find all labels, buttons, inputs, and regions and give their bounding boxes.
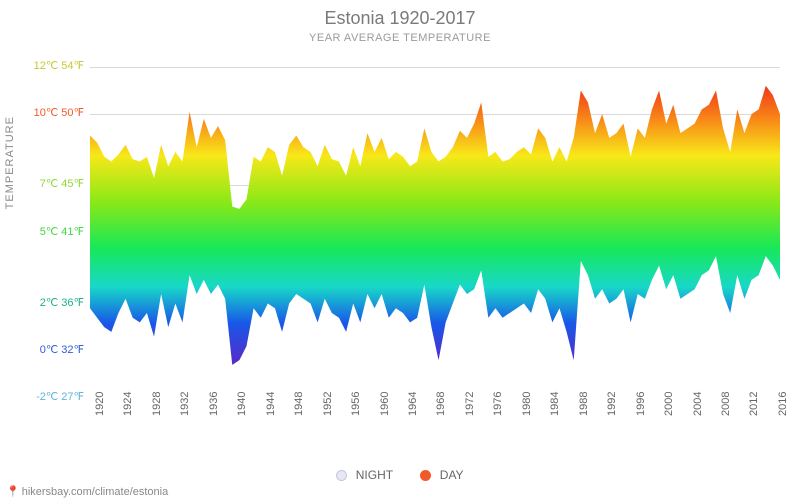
x-tick: 1952 (322, 392, 334, 416)
x-tick: 1964 (407, 392, 419, 416)
y-tick: 12℃ 54℉ (0, 61, 88, 72)
x-tick: 1924 (122, 392, 134, 416)
y-tick: 7℃ 45℉ (0, 179, 88, 190)
x-tick: 1920 (94, 392, 106, 416)
x-tick: 1936 (208, 392, 220, 416)
legend-label-night: NIGHT (356, 468, 393, 482)
chart-subtitle: YEAR AVERAGE TEMPERATURE (0, 32, 800, 44)
x-tick: 1960 (379, 392, 391, 416)
x-tick: 1976 (492, 392, 504, 416)
x-tick: 1928 (151, 392, 163, 416)
y-tick: 10℃ 50℉ (0, 108, 88, 119)
plot-area (90, 55, 780, 410)
legend-swatch-night (336, 470, 347, 481)
x-tick: 1988 (578, 392, 590, 416)
x-tick: 1980 (521, 392, 533, 416)
chart-container: Estonia 1920-2017 YEAR AVERAGE TEMPERATU… (0, 0, 800, 500)
x-tick: 1972 (464, 392, 476, 416)
attribution-text: hikersbay.com/climate/estonia (22, 486, 169, 498)
legend: NIGHT DAY (0, 468, 800, 482)
legend-item-night: NIGHT (336, 468, 393, 482)
x-tick: 2016 (777, 392, 789, 416)
x-tick: 1992 (606, 392, 618, 416)
y-tick: 5℃ 41℉ (0, 227, 88, 238)
y-tick: -2℃ 27℉ (0, 392, 88, 403)
legend-swatch-day (420, 470, 431, 481)
x-tick: 1956 (350, 392, 362, 416)
x-tick: 2008 (720, 392, 732, 416)
y-tick: 0℃ 32℉ (0, 345, 88, 356)
y-tick: 2℃ 36℉ (0, 298, 88, 309)
x-tick: 1996 (635, 392, 647, 416)
area-chart-svg (90, 55, 780, 410)
x-tick: 1948 (293, 392, 305, 416)
x-tick: 1944 (265, 392, 277, 416)
y-axis-label: TEMPERATURE (4, 116, 16, 209)
attribution: 📍hikersbay.com/climate/estonia (6, 485, 168, 498)
pin-icon: 📍 (6, 486, 20, 498)
x-tick: 1940 (236, 392, 248, 416)
x-tick: 1968 (435, 392, 447, 416)
chart-title: Estonia 1920-2017 (0, 8, 800, 29)
x-tick: 2012 (748, 392, 760, 416)
legend-item-day: DAY (420, 468, 463, 482)
x-tick: 2004 (692, 392, 704, 416)
x-tick: 1984 (549, 392, 561, 416)
legend-label-day: DAY (440, 468, 464, 482)
x-tick: 2000 (663, 392, 675, 416)
x-tick: 1932 (179, 392, 191, 416)
